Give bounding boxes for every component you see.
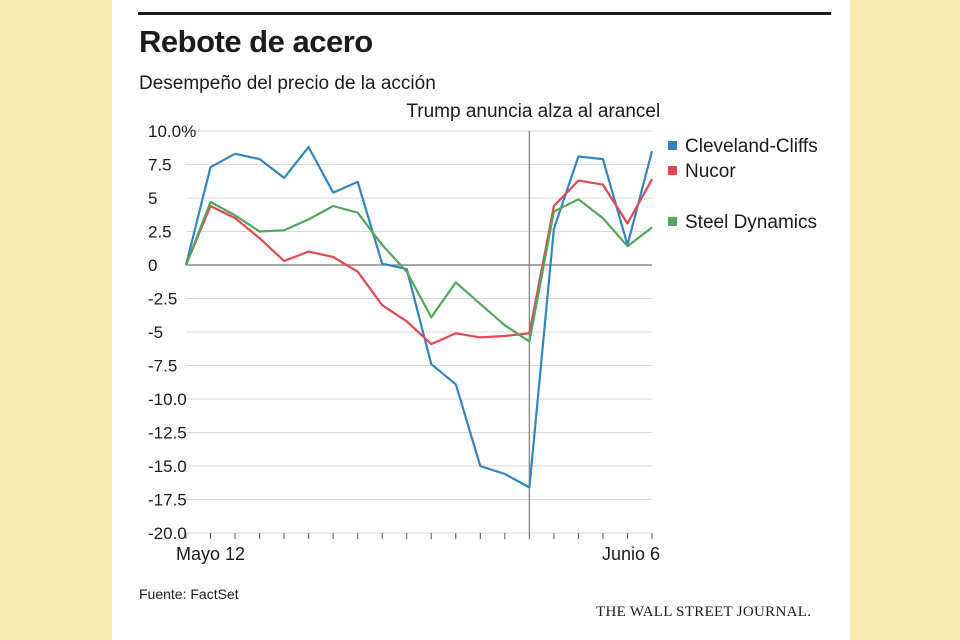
y-tick-label: 10.0% bbox=[148, 122, 196, 141]
y-tick-label: -17.5 bbox=[148, 491, 187, 510]
axes: 10.0% 7.5 5 2.5 0 -2.5 -5 -7.5 -10.0 -12.5 -15.0 -1… bbox=[148, 122, 660, 564]
y-tick-label: -5 bbox=[148, 323, 163, 342]
series-line-nucor bbox=[184, 178, 653, 346]
source-note: Fuente: FactSet bbox=[139, 586, 239, 602]
legend-label: Steel Dynamics bbox=[685, 212, 817, 233]
legend-swatch bbox=[668, 166, 677, 175]
y-tick-label: 7.5 bbox=[148, 156, 172, 175]
y-tick-label: -12.5 bbox=[148, 424, 187, 443]
publisher-credit: THE WALL STREET JOURNAL. bbox=[596, 604, 812, 620]
legend: Cleveland-Cliffs Nucor Steel Dynamics bbox=[668, 136, 818, 233]
y-tick-label: 5 bbox=[148, 189, 157, 208]
legend-label: Nucor bbox=[685, 161, 736, 182]
y-tick-label: -15.0 bbox=[148, 457, 187, 476]
legend-swatch bbox=[668, 141, 677, 150]
y-tick-label: -2.5 bbox=[148, 290, 177, 309]
series-line-cleveland-cliffs bbox=[184, 146, 654, 489]
y-tick-label: -10.0 bbox=[148, 390, 187, 409]
annotation-text: Trump anuncia alza al arancel bbox=[406, 101, 660, 122]
legend-swatch bbox=[668, 217, 677, 226]
x-tick-label: Mayo 12 bbox=[176, 544, 245, 564]
chart-title: Rebote de acero bbox=[139, 24, 373, 59]
top-rule bbox=[138, 12, 831, 15]
y-tick-label: -7.5 bbox=[148, 357, 177, 376]
series-lines bbox=[184, 146, 654, 489]
y-tick-label: -20.0 bbox=[148, 524, 187, 543]
series-line-steel-dynamics bbox=[184, 198, 653, 343]
chart-subtitle: Desempeño del precio de la acción bbox=[139, 73, 436, 94]
y-tick-label: 0 bbox=[148, 256, 157, 275]
x-tick-label: Junio 6 bbox=[602, 544, 660, 564]
y-tick-label: 2.5 bbox=[148, 223, 172, 242]
legend-label: Cleveland-Cliffs bbox=[685, 136, 818, 157]
